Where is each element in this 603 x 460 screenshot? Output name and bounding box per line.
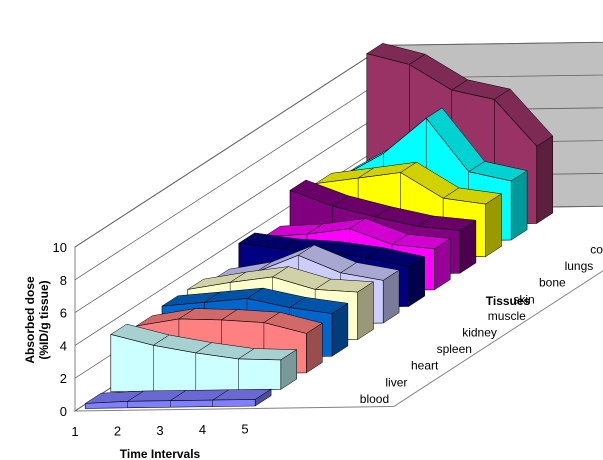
series-label: skin <box>513 292 534 306</box>
series-blood <box>84 388 272 409</box>
series-label: bone <box>539 276 566 290</box>
ribbon-side <box>536 135 553 224</box>
y-tick-label: 8 <box>60 273 67 288</box>
y-tick-label: 2 <box>60 371 67 386</box>
series-label: kidney <box>462 325 497 339</box>
series-liver <box>110 323 298 393</box>
series-label: liver <box>385 375 407 389</box>
series-label: blood <box>360 392 389 406</box>
ribbon-side <box>357 281 374 341</box>
x-tick-label: 5 <box>241 422 248 437</box>
series-layer <box>84 43 554 409</box>
x-tick-label: 1 <box>71 424 78 439</box>
y-axis-title-line1: Absorbed dose <box>23 276 37 364</box>
x-tick-label: 3 <box>156 423 163 438</box>
series-label: spleen <box>437 342 472 356</box>
ribbon-side <box>510 170 528 241</box>
z-axis-title: Tissues <box>486 294 531 308</box>
y-tick-label: 10 <box>53 240 67 255</box>
series-label: heart <box>411 359 439 373</box>
y-tick-label: 0 <box>60 404 67 419</box>
y-tick-label: 4 <box>60 338 67 353</box>
labels-layer: 0246810bladderfeocescolonlungsboneskinmu… <box>53 240 603 439</box>
x-tick-label: 4 <box>199 422 206 437</box>
ribbon-side <box>485 193 502 258</box>
x-axis-title: Time Intervals <box>120 447 201 460</box>
y-axis-title-line2: (%ID/g tissue) <box>37 280 51 359</box>
y-tick-label: 6 <box>60 306 67 321</box>
series-label: lungs <box>565 259 594 273</box>
series-label: muscle <box>488 309 526 323</box>
series-label: colon <box>590 242 603 256</box>
x-tick-label: 2 <box>114 423 121 438</box>
